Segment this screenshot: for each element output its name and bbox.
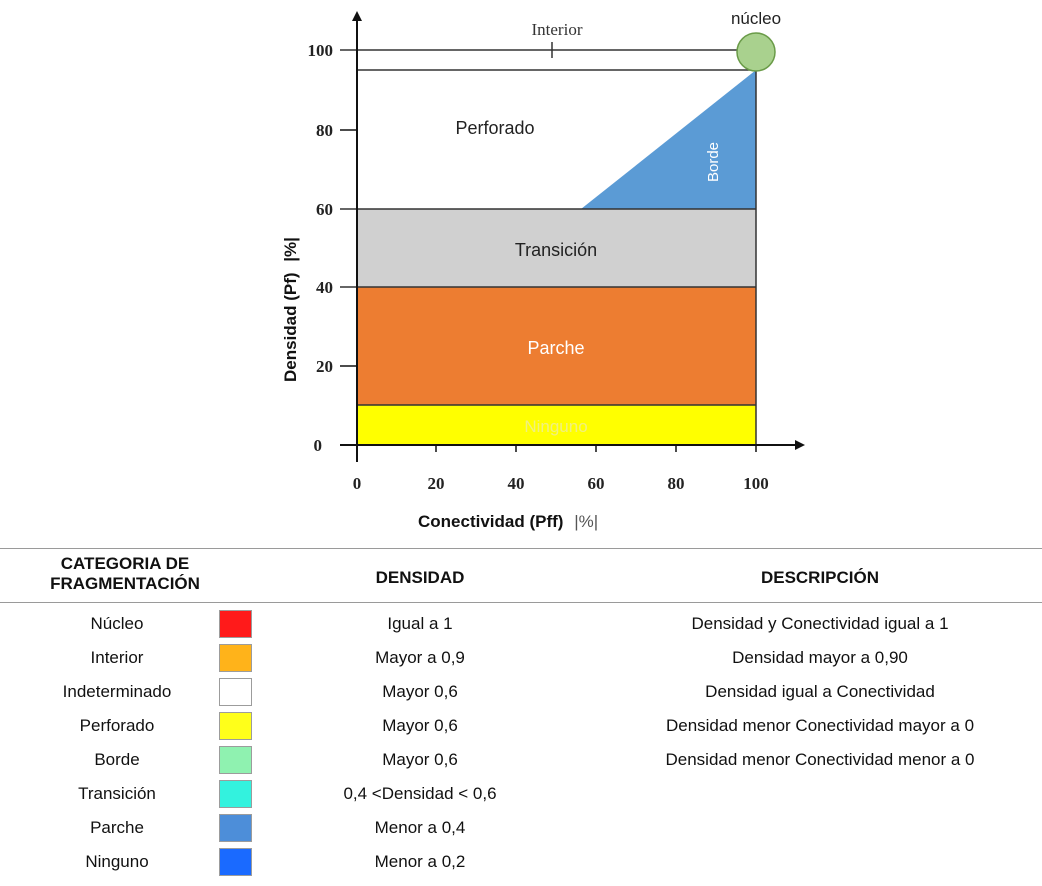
- y-tick-label: 20: [316, 357, 333, 376]
- header-category: CATEGORIA DE FRAGMENTACIÓN: [0, 554, 250, 594]
- table-header-rule: [0, 602, 1042, 603]
- region-label-parche: Parche: [527, 338, 584, 358]
- color-swatch: [219, 780, 252, 808]
- density-cell: 0,4 <Densidad < 0,6: [343, 784, 497, 803]
- x-tick-label: 60: [588, 474, 605, 493]
- description-cell: Densidad menor Conectividad mayor a 0: [665, 716, 975, 735]
- category-cell: Borde: [94, 750, 140, 769]
- table-row: Perforado Mayor 0,6 Densidad menor Conecti…: [0, 709, 1042, 743]
- color-swatch: [219, 712, 252, 740]
- x-tick-label: 40: [508, 474, 525, 493]
- color-swatch: [219, 678, 252, 706]
- density-cell: Menor a 0,4: [374, 818, 466, 837]
- header-category-line1: CATEGORIA DE: [60, 554, 190, 573]
- table-row: Núcleo Igual a 1 Densidad y Conectividad i…: [0, 607, 1042, 641]
- table-row: Indeterminado Mayor 0,6 Densidad igual a C…: [0, 675, 1042, 709]
- region-label-interior: Interior: [532, 20, 583, 39]
- header-density: DENSIDAD: [375, 568, 465, 587]
- region-label-nucleo: núcleo: [731, 9, 781, 28]
- table-top-rule: [0, 548, 1042, 549]
- category-cell: Núcleo: [90, 614, 144, 633]
- table-row: Interior Mayor a 0,9 Densidad mayor a 0,90: [0, 641, 1042, 675]
- category-cell: Interior: [90, 648, 144, 667]
- color-swatch: [219, 644, 252, 672]
- y-axis-label: Densidad (Pf) |%|: [281, 237, 300, 382]
- table-row: Transición 0,4 <Densidad < 0,6: [0, 777, 1042, 811]
- header-category-line2: FRAGMENTACIÓN: [50, 574, 200, 593]
- region-parche: [357, 287, 756, 405]
- x-tick-label: 100: [743, 474, 769, 493]
- category-cell: Indeterminado: [62, 682, 172, 701]
- y-tick-label: 0: [314, 436, 323, 455]
- region-label-perforado: Perforado: [455, 118, 534, 138]
- description-cell: Densidad y Conectividad igual a 1: [691, 614, 949, 633]
- category-cell: Ninguno: [85, 852, 149, 871]
- category-cell: Transición: [78, 784, 156, 803]
- description-cell: Densidad mayor a 0,90: [732, 648, 908, 667]
- region-nucleo: [736, 32, 776, 72]
- density-cell: Mayor 0,6: [382, 682, 458, 701]
- x-tick-label: 80: [668, 474, 685, 493]
- color-swatch: [219, 610, 252, 638]
- y-tick-label: 60: [316, 200, 333, 219]
- color-swatch: [219, 814, 252, 842]
- table-row: Ninguno Menor a 0,2: [0, 845, 1042, 879]
- density-cell: Menor a 0,2: [374, 852, 466, 871]
- x-tick-label: 20: [428, 474, 445, 493]
- region-label-borde: Borde: [705, 142, 722, 182]
- fragmentation-diagram: 0 20 40 60 80 100 0 20 40 60 80 100 Cone…: [281, 9, 805, 531]
- y-tick-label: 80: [316, 121, 333, 140]
- table-row: Borde Mayor 0,6 Densidad menor Conectivida…: [0, 743, 1042, 777]
- region-transicion: [357, 209, 756, 287]
- table-row: Parche Menor a 0,4: [0, 811, 1042, 845]
- y-tick-label: 100: [308, 41, 334, 60]
- header-description: DESCRIPCIÓN: [760, 568, 880, 587]
- region-ninguno: [357, 405, 756, 445]
- x-axis-label: Conectividad (Pff) |%|: [418, 512, 598, 531]
- region-borde: [581, 70, 756, 209]
- density-cell: Mayor a 0,9: [375, 648, 465, 667]
- region-label-transicion: Transición: [515, 240, 597, 260]
- color-swatch: [219, 746, 252, 774]
- category-cell: Parche: [90, 818, 144, 837]
- y-tick-label: 40: [316, 278, 333, 297]
- density-cell: Mayor 0,6: [382, 716, 458, 735]
- category-cell: Perforado: [79, 716, 155, 735]
- description-cell: Densidad menor Conectividad menor a 0: [665, 750, 975, 769]
- x-tick-label: 0: [353, 474, 362, 493]
- color-swatch: [219, 848, 252, 876]
- density-cell: Igual a 1: [387, 614, 453, 633]
- region-label-ninguno: Ninguno: [524, 417, 587, 436]
- description-cell: Densidad igual a Conectividad: [705, 682, 935, 701]
- density-cell: Mayor 0,6: [382, 750, 458, 769]
